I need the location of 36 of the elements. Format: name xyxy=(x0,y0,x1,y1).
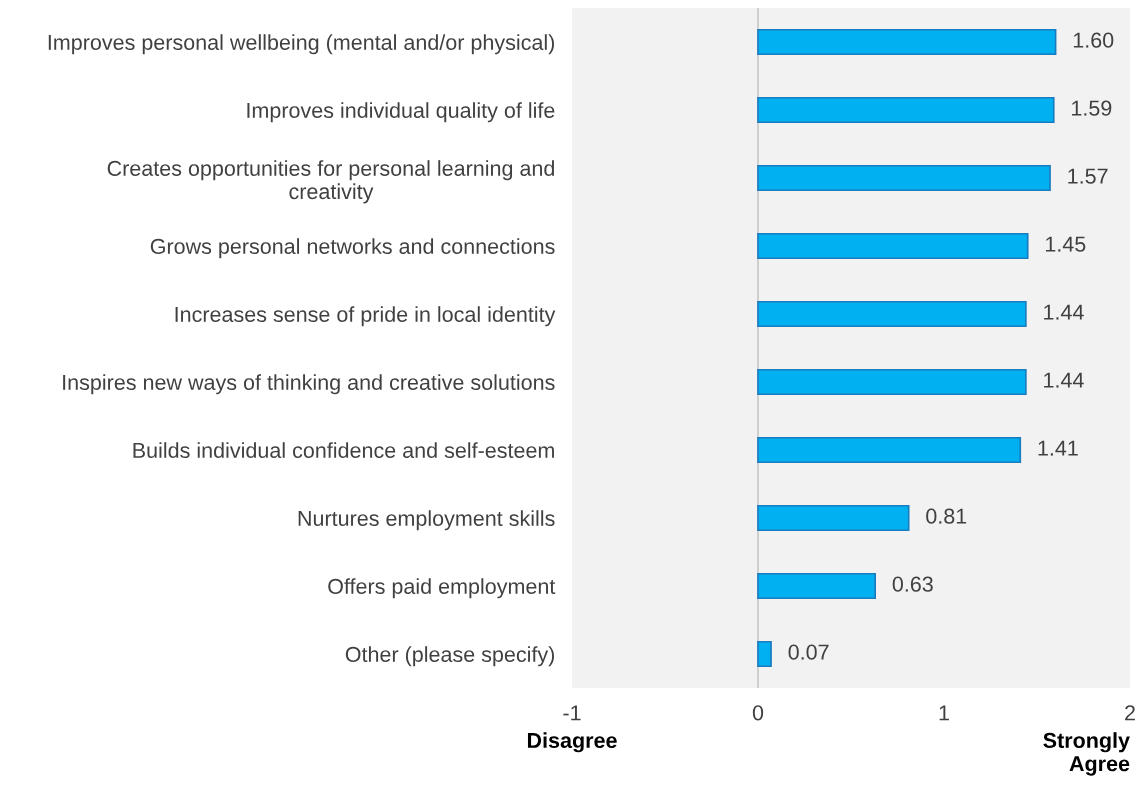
data-label: 0.63 xyxy=(892,576,933,592)
data-label: 1.41 xyxy=(1038,440,1078,456)
bar xyxy=(757,164,1051,192)
y-tick-label: Nurtures employment skills xyxy=(298,510,555,531)
data-label: 1.57 xyxy=(1068,168,1108,184)
y-tick-label: Other (please specify) xyxy=(345,646,555,667)
bar xyxy=(757,640,772,668)
bar xyxy=(757,300,1027,328)
y-tick-label: Offers paid employment xyxy=(328,578,556,599)
data-label: 0.81 xyxy=(926,508,967,524)
bar xyxy=(757,504,910,532)
x-tick-label: 1 xyxy=(939,705,949,721)
x-tick-label: -1 xyxy=(563,705,581,721)
data-label: 1.44 xyxy=(1044,304,1084,320)
y-tick-label: Increases sense of pride in local identity xyxy=(175,306,556,327)
bar xyxy=(757,368,1027,396)
y-tick-label: Improves personal wellbeing (mental and/or physical) xyxy=(48,34,555,55)
data-label: 1.59 xyxy=(1072,100,1112,116)
x-tick-label: 0 xyxy=(752,705,764,721)
bar xyxy=(757,96,1055,124)
y-tick-label: Grows personal networks and connections xyxy=(150,238,555,259)
data-label: 1.44 xyxy=(1044,372,1084,388)
text: Strongly Agree xyxy=(1043,732,1130,776)
y-tick-label: Builds individual confidence and self-esteem xyxy=(133,442,554,459)
data-label: 0.07 xyxy=(788,644,829,660)
x-tick-label: 2 xyxy=(1125,705,1135,721)
bar xyxy=(757,28,1057,56)
text: Disagree xyxy=(527,732,617,753)
data-label: 1.60 xyxy=(1073,32,1114,48)
y-tick-label: Inspires new ways of thinking and creative solutions xyxy=(63,374,555,395)
bar xyxy=(757,572,877,600)
bar xyxy=(757,232,1029,260)
data-label: 1.45 xyxy=(1046,236,1086,252)
y-tick-label: Creates opportunities for personal learning and creativity xyxy=(107,160,554,204)
bar xyxy=(757,436,1022,464)
y-tick-label: Improves individual quality of life xyxy=(247,102,555,123)
